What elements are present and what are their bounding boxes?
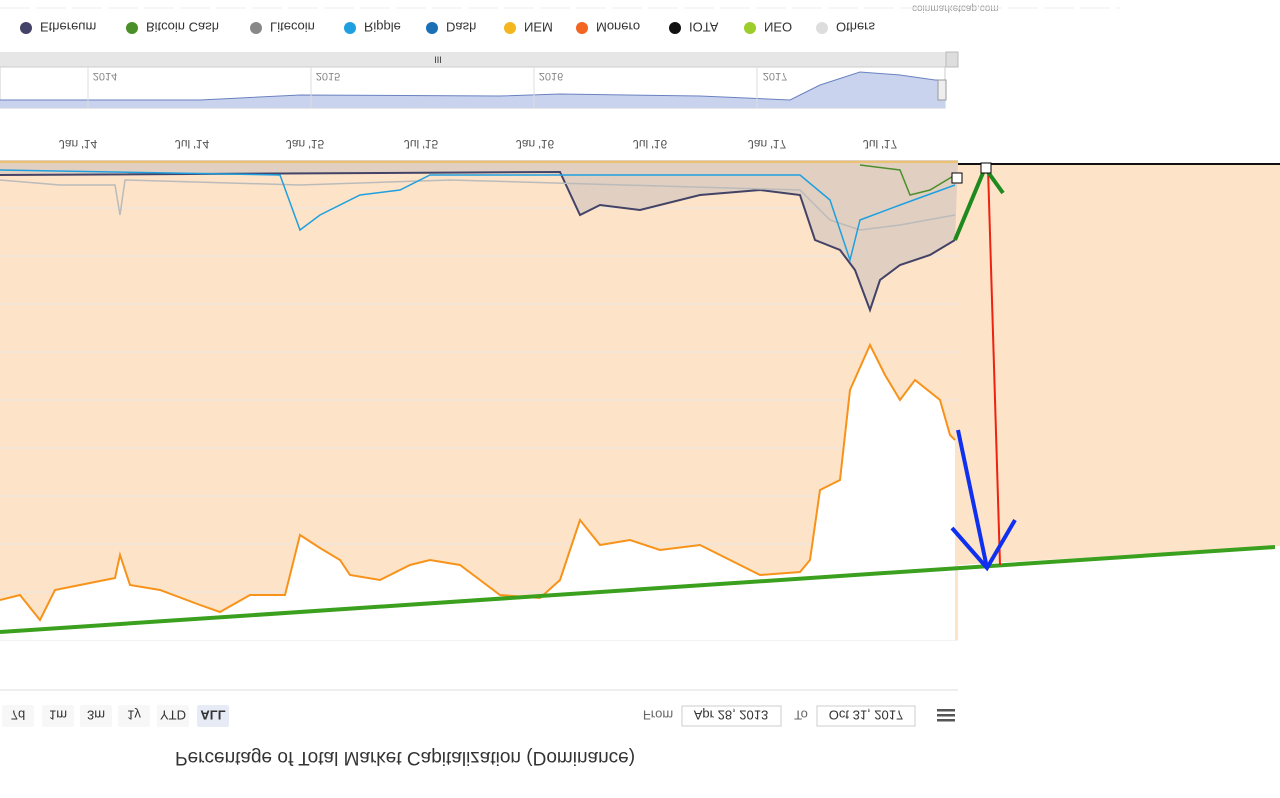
range-button-label[interactable]: 1y (127, 707, 141, 722)
from-label: From (643, 707, 673, 722)
range-button[interactable] (2, 705, 34, 727)
legend-label[interactable]: Others (836, 19, 876, 34)
legend-label[interactable]: Monero (596, 19, 640, 34)
legend-marker[interactable] (344, 22, 356, 34)
extension-area (958, 164, 1280, 565)
litecoin-line (0, 179, 956, 231)
navigator-year: 2017 (763, 70, 787, 82)
navigator-year: 2016 (539, 70, 563, 82)
navigator-line (0, 71, 945, 101)
legend-marker[interactable] (426, 22, 438, 34)
x-tick-label: Jul '14 (175, 137, 210, 151)
legend-label[interactable]: Ethereum (40, 19, 96, 34)
range-button-label[interactable]: ALL (200, 707, 225, 722)
handle[interactable] (980, 162, 992, 174)
legend-marker[interactable] (250, 22, 262, 34)
chart-title: Percentage of Total Market Capitalizatio… (175, 747, 635, 768)
legend-label[interactable]: Dash (446, 19, 476, 34)
to-label: To (794, 707, 808, 722)
handle[interactable] (951, 172, 963, 184)
scroll-arrow[interactable] (945, 51, 959, 68)
range-button-label[interactable]: 3m (87, 707, 105, 722)
legend-label[interactable]: NEO (764, 19, 792, 34)
navigator-bar (0, 52, 958, 67)
menu-icon[interactable] (937, 709, 955, 722)
ethereum-line (0, 170, 956, 313)
legend-label[interactable]: Ripple (364, 19, 401, 34)
navigator-year: 2015 (316, 70, 340, 82)
to-date: Oct 31, 2017 (829, 707, 903, 722)
navigator-year: 2014 (93, 70, 117, 82)
range-button-label[interactable]: 1m (49, 707, 67, 722)
blue-arrow-head (950, 518, 1017, 572)
legend-label[interactable]: IOTA (689, 19, 719, 34)
range-button-label[interactable]: YTD (160, 707, 186, 722)
legend-marker[interactable] (20, 22, 32, 34)
from-date: Apr 28, 2013 (694, 707, 768, 722)
x-tick-label: Jan '16 (516, 137, 555, 151)
legend-marker[interactable] (576, 22, 588, 34)
legend-label[interactable]: Bitcoin Cash (146, 19, 219, 34)
range-button[interactable] (157, 705, 189, 727)
legend-marker[interactable] (504, 22, 516, 34)
x-tick-label: Jul '15 (404, 137, 439, 151)
navigator-handle[interactable] (937, 79, 947, 101)
legend-marker[interactable] (744, 22, 756, 34)
altcoin-area (0, 160, 958, 310)
x-tick-label: Jan '15 (286, 137, 325, 151)
x-tick-label: Jul '16 (633, 137, 668, 151)
legend-label[interactable]: NEM (524, 19, 553, 34)
navigator-area (0, 72, 945, 108)
ripple-line (0, 169, 956, 263)
bitcoin-cash-line (859, 164, 956, 196)
blue-arrow (956, 429, 989, 569)
legend-marker[interactable] (126, 22, 138, 34)
navigator-handle-label: III (434, 54, 442, 64)
range-button-label[interactable]: 7d (11, 707, 25, 722)
to-input[interactable] (816, 705, 916, 727)
range-button[interactable] (80, 705, 112, 727)
x-tick-label: Jul '17 (863, 137, 898, 151)
red-line (987, 167, 1001, 566)
bitcoin-line (0, 342, 956, 622)
x-tick-label: Jan '17 (748, 137, 787, 151)
x-tick-label: Jan '14 (59, 137, 98, 151)
range-button[interactable] (118, 705, 150, 727)
range-button[interactable] (197, 705, 229, 727)
legend-marker[interactable] (669, 22, 681, 34)
from-input[interactable] (681, 705, 782, 727)
range-button[interactable] (42, 705, 74, 727)
trend-line (0, 545, 1276, 634)
bitcoin-area (0, 345, 955, 640)
legend-marker[interactable] (816, 22, 828, 34)
legend-label[interactable]: Litecoin (270, 19, 315, 34)
